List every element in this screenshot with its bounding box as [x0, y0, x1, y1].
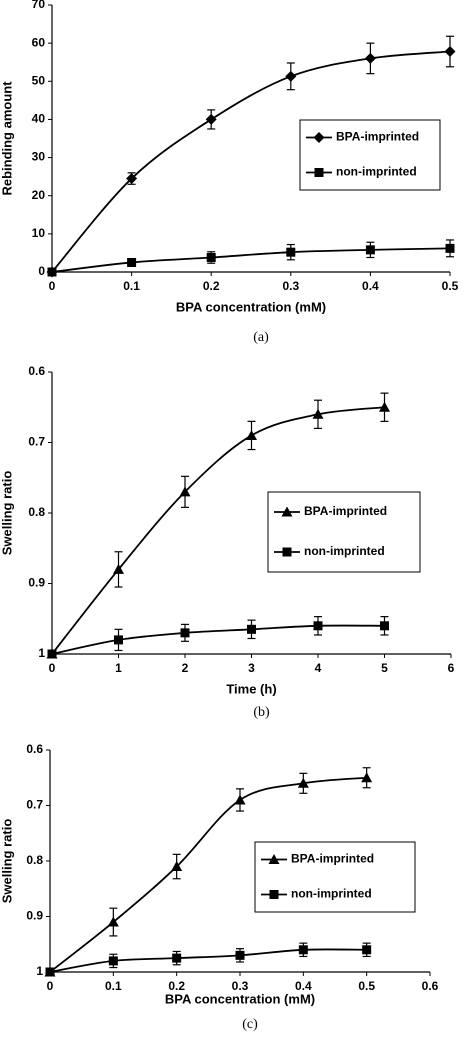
y-tick-label: 0.9 [28, 576, 45, 590]
legend-marker [269, 890, 279, 899]
y-tick-label: 10 [32, 226, 46, 240]
data-point [364, 52, 376, 64]
data-point [286, 247, 296, 257]
y-tick-label: 60 [32, 35, 46, 49]
data-point [235, 950, 245, 960]
x-tick-label: 1 [115, 661, 122, 675]
x-tick-label: 3 [248, 661, 255, 675]
data-point [126, 173, 138, 185]
data-point [379, 401, 390, 412]
caption: (c) [242, 1017, 258, 1032]
data-point [180, 628, 190, 638]
data-point [312, 408, 324, 419]
data-point [179, 486, 191, 497]
data-point [362, 945, 372, 955]
y-axis-title: Swelling ratio [0, 819, 14, 904]
y-tick-label: 1 [36, 964, 43, 978]
y-tick-label: 20 [32, 188, 46, 202]
y-tick-label: 0.7 [28, 435, 45, 449]
data-point [205, 113, 217, 125]
y-tick-label: 1 [38, 646, 45, 660]
data-point [444, 46, 456, 58]
x-axis-title: BPA concentration (mM) [176, 299, 326, 314]
y-tick-label: 0.6 [28, 364, 45, 378]
legend-marker [282, 547, 292, 557]
y-tick-label: 70 [32, 0, 46, 11]
data-point [380, 621, 389, 631]
data-point [47, 649, 57, 659]
legend-marker [314, 168, 324, 177]
y-tick-label: 30 [32, 150, 46, 164]
x-tick-label: 0.3 [232, 979, 249, 993]
y-tick-label: 50 [32, 73, 46, 87]
data-point [246, 429, 257, 440]
data-point [172, 953, 182, 963]
x-tick-label: 0.4 [295, 979, 312, 993]
caption: (a) [253, 330, 269, 345]
legend-label: non-imprinted [336, 165, 417, 179]
x-tick-label: 4 [315, 661, 322, 675]
x-axis-title: BPA concentration (mM) [165, 991, 315, 1006]
y-tick-label: 0.6 [26, 742, 43, 756]
legend-box [254, 841, 416, 913]
series-line [51, 247, 451, 273]
legend-marker [268, 854, 280, 864]
legend-marker [281, 506, 293, 517]
series-line [49, 948, 367, 973]
y-axis-title: Rebinding amount [0, 81, 14, 196]
y-tick-label: 0.7 [26, 798, 43, 812]
x-axis-title: Time (h) [226, 681, 276, 696]
legend-box [299, 119, 441, 191]
series-line [51, 624, 385, 655]
data-point [297, 777, 309, 788]
y-tick-label: 0.8 [26, 853, 43, 867]
x-tick-label: 0.2 [203, 279, 220, 293]
data-point [206, 253, 216, 263]
y-tick-label: 0 [38, 264, 45, 278]
data-point [113, 563, 124, 574]
x-tick-label: 0 [49, 661, 56, 675]
data-point [108, 956, 118, 966]
y-tick-label: 0.8 [28, 505, 45, 519]
data-point [361, 772, 373, 783]
data-point [45, 967, 55, 977]
x-tick-label: 0.2 [168, 979, 185, 993]
x-tick-label: 0.4 [362, 279, 379, 293]
x-tick-label: 0.1 [105, 979, 122, 993]
data-point [47, 267, 57, 277]
data-point [107, 916, 119, 927]
legend-label: BPA-imprinted [336, 130, 419, 144]
y-tick-label: 40 [32, 112, 46, 126]
data-point [114, 635, 123, 645]
legend-box [267, 491, 421, 573]
data-point [171, 861, 183, 872]
data-point [127, 257, 137, 267]
legend-label: non-imprinted [304, 544, 385, 558]
caption: (b) [253, 705, 270, 720]
data-point [247, 624, 256, 634]
x-tick-label: 0.5 [358, 979, 375, 993]
x-tick-label: 0.5 [442, 279, 459, 293]
data-point [445, 243, 455, 253]
x-tick-label: 0.6 [422, 979, 439, 993]
legend-label: BPA-imprinted [304, 504, 387, 518]
x-tick-label: 5 [381, 661, 388, 675]
y-axis-title: Swelling ratio [0, 471, 14, 556]
data-point [313, 621, 323, 631]
x-tick-label: 0 [49, 279, 56, 293]
x-tick-label: 2 [182, 661, 189, 675]
legend-label: non-imprinted [291, 887, 372, 901]
data-point [234, 794, 246, 805]
x-tick-label: 0.3 [282, 279, 299, 293]
legend-marker [313, 132, 325, 143]
data-point [365, 245, 375, 255]
data-point [298, 945, 308, 955]
x-tick-label: 0 [47, 979, 54, 993]
x-tick-label: 6 [448, 661, 455, 675]
data-point [285, 70, 297, 82]
x-tick-label: 0.1 [123, 279, 140, 293]
y-tick-label: 0.9 [26, 909, 43, 923]
legend-label: BPA-imprinted [291, 852, 374, 866]
